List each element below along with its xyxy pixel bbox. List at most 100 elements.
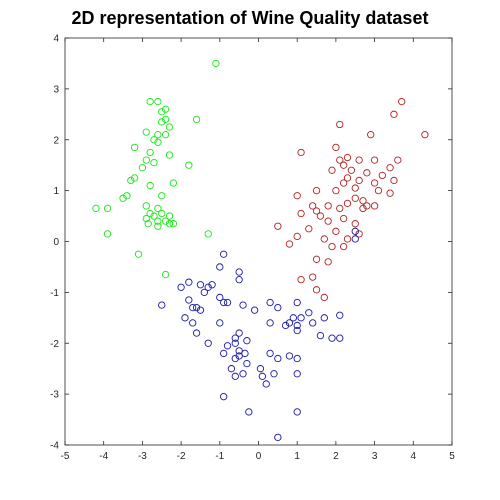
y-tick-label: -1	[50, 288, 59, 299]
x-tick-label: 5	[449, 451, 455, 462]
data-point	[212, 59, 220, 68]
data-point	[161, 217, 170, 225]
data-point	[316, 331, 325, 340]
data-point	[216, 319, 224, 327]
data-point	[343, 199, 352, 207]
data-point	[165, 151, 174, 159]
data-point	[103, 204, 112, 213]
data-point	[150, 158, 158, 167]
data-point	[204, 283, 212, 291]
data-point	[196, 306, 205, 314]
data-point	[146, 181, 154, 190]
data-point	[192, 303, 201, 312]
data-point	[220, 298, 228, 307]
data-point	[293, 354, 301, 363]
y-tick-label: -3	[50, 390, 59, 401]
data-point	[305, 225, 313, 233]
data-point	[305, 309, 313, 317]
data-point	[220, 250, 228, 258]
data-point	[324, 217, 332, 225]
data-point	[293, 298, 301, 307]
data-point	[177, 283, 185, 291]
data-point	[320, 314, 328, 322]
data-point	[370, 179, 379, 187]
x-tick-label: 1	[294, 451, 300, 462]
data-point	[250, 306, 259, 314]
data-point	[390, 110, 398, 118]
data-point	[297, 276, 305, 284]
data-point	[262, 380, 270, 388]
data-point	[158, 192, 166, 200]
data-point	[165, 123, 174, 131]
data-point	[181, 314, 189, 322]
data-point	[165, 212, 174, 220]
data-point	[142, 202, 150, 210]
x-tick-label: 3	[372, 451, 378, 462]
data-point	[196, 281, 205, 289]
data-point	[185, 296, 193, 304]
data-point	[92, 204, 100, 213]
data-point	[336, 334, 344, 342]
data-point	[320, 235, 328, 243]
data-point	[131, 143, 139, 152]
data-point	[355, 156, 363, 164]
data-point	[324, 202, 332, 210]
data-point	[146, 97, 154, 106]
data-point	[235, 352, 243, 360]
data-point	[150, 212, 158, 220]
data-point	[154, 131, 162, 139]
x-tick-label: 0	[256, 451, 262, 462]
y-tick-label: 0	[53, 237, 59, 248]
data-point	[339, 242, 348, 251]
data-point	[367, 131, 375, 139]
y-tick-label: 4	[53, 34, 59, 45]
data-point	[355, 176, 363, 185]
data-point	[161, 115, 170, 124]
data-point	[266, 319, 274, 327]
data-point	[274, 303, 282, 312]
data-point	[297, 314, 305, 322]
data-point	[204, 230, 212, 238]
data-point	[336, 311, 344, 319]
data-point	[216, 263, 224, 271]
data-point	[144, 220, 152, 228]
data-point	[204, 339, 212, 347]
data-point	[336, 204, 344, 213]
data-point	[351, 227, 359, 235]
data-point	[150, 136, 158, 144]
data-point	[293, 326, 301, 335]
data-point	[274, 222, 282, 230]
x-tick-label: 2	[333, 451, 339, 462]
data-point	[343, 235, 352, 243]
data-point	[332, 227, 340, 235]
data-point	[359, 197, 367, 205]
data-point	[158, 209, 166, 218]
data-point	[370, 156, 379, 164]
data-point	[328, 242, 336, 251]
data-point	[398, 97, 406, 106]
data-point	[235, 276, 243, 284]
data-point	[351, 220, 359, 228]
data-point	[154, 222, 162, 230]
data-point	[316, 212, 325, 220]
data-point	[239, 370, 247, 378]
data-point	[154, 217, 162, 225]
data-point	[161, 105, 170, 113]
x-tick-label: 4	[411, 451, 417, 462]
data-point	[142, 128, 150, 136]
y-tick-label: 1	[53, 186, 59, 197]
data-point	[138, 164, 147, 172]
data-point	[266, 298, 274, 307]
data-point	[243, 337, 251, 345]
data-point	[351, 194, 359, 202]
data-point	[339, 214, 348, 223]
data-point	[134, 250, 143, 258]
data-point	[285, 240, 294, 248]
data-point	[146, 209, 154, 218]
data-point	[200, 288, 208, 297]
data-point	[165, 220, 174, 228]
data-point	[386, 164, 394, 172]
data-point	[281, 321, 290, 330]
data-point	[332, 143, 340, 152]
